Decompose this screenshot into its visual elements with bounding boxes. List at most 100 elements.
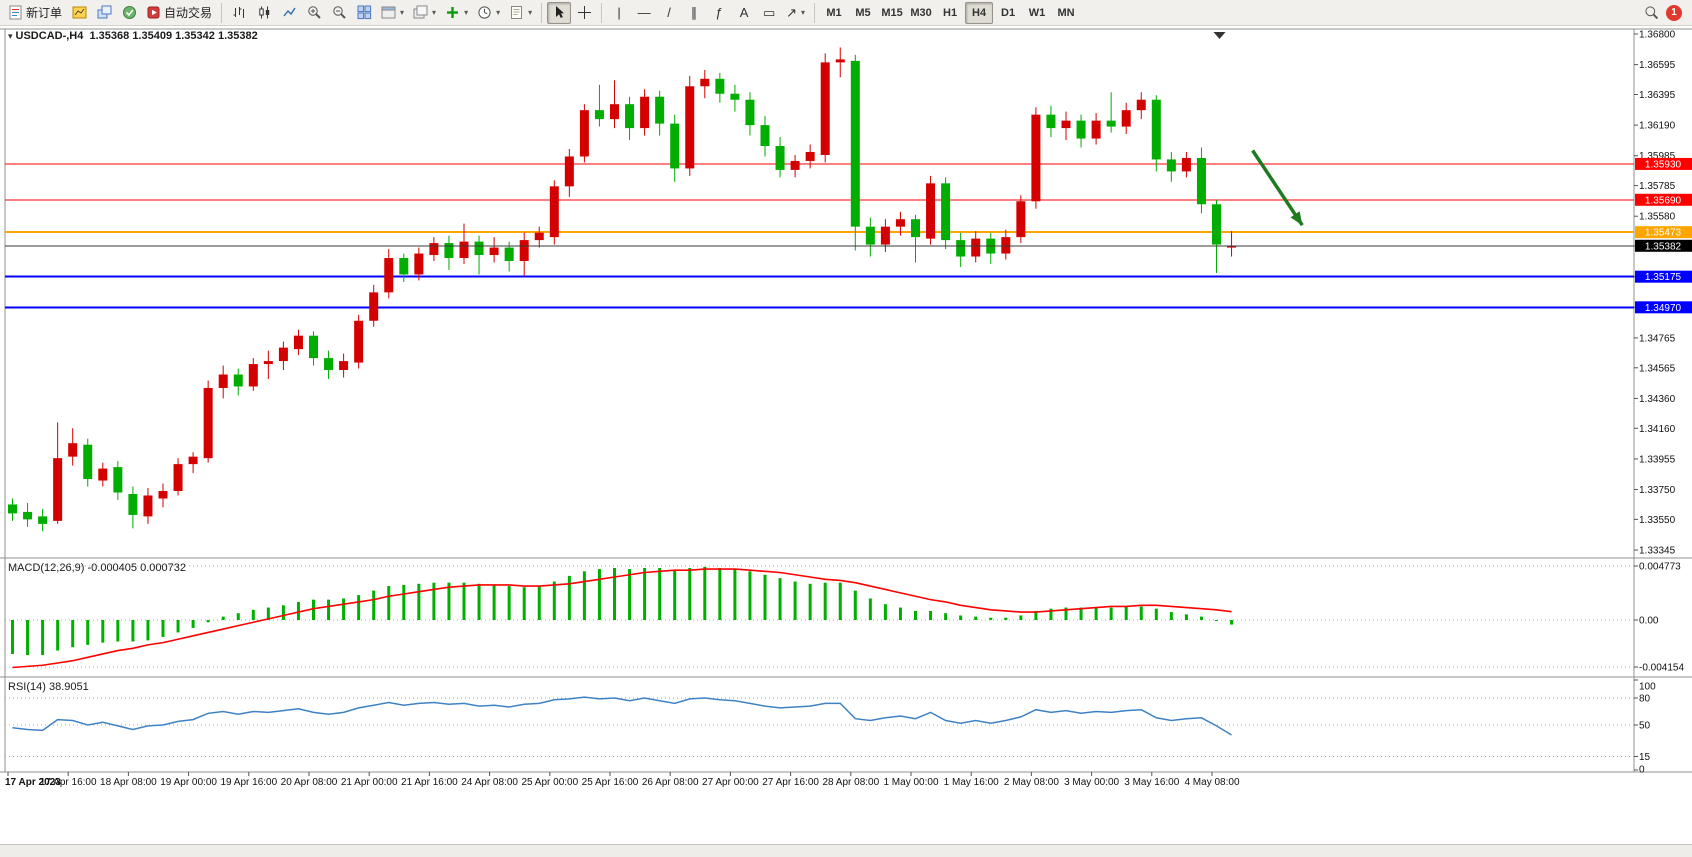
cursor-tool-button[interactable]	[547, 1, 572, 24]
zoom-in-button[interactable]	[302, 2, 326, 24]
svg-text:100: 100	[1639, 682, 1656, 693]
svg-text:1.36595: 1.36595	[1639, 60, 1676, 71]
periods-button[interactable]: ▾	[473, 2, 504, 24]
rsi-line	[12, 696, 1232, 736]
horizontal-line-icon: —	[637, 5, 651, 20]
line-chart-type-button[interactable]	[277, 2, 301, 24]
charts-button[interactable]	[67, 2, 91, 24]
new-order-button[interactable]: 新订单	[4, 2, 66, 24]
rsi-label: RSI(14)	[8, 681, 46, 693]
chart-window-icon	[72, 5, 87, 20]
svg-text:15: 15	[1639, 752, 1651, 763]
auto-trading-button[interactable]: 自动交易	[142, 2, 216, 24]
channel-tool-button[interactable]: ∥	[682, 2, 706, 24]
svg-text:3 May 16:00: 3 May 16:00	[1124, 777, 1179, 788]
chart-canvas[interactable]: 1.36800 1.36595 1.36395 1.36190 1.35985 1.357…	[0, 26, 1692, 791]
svg-text:27 Apr 00:00: 27 Apr 00:00	[702, 777, 759, 788]
crosshair-tool-button[interactable]	[572, 2, 596, 24]
timeframe-m15[interactable]: M15	[878, 2, 906, 24]
new-order-icon	[8, 5, 23, 20]
separator	[601, 2, 603, 23]
bar-chart-type-button[interactable]	[227, 2, 251, 24]
svg-text:3 May 00:00: 3 May 00:00	[1064, 777, 1119, 788]
horizontal-line-tool-button[interactable]: —	[632, 2, 656, 24]
cascade-windows-button[interactable]: ▾	[409, 2, 440, 24]
svg-text:21 Apr 16:00: 21 Apr 16:00	[401, 777, 458, 788]
svg-text:24 Apr 08:00: 24 Apr 08:00	[461, 777, 518, 788]
svg-text:1.35580: 1.35580	[1639, 212, 1676, 223]
chart-shift-marker	[1213, 32, 1226, 39]
template-icon	[509, 5, 524, 20]
label-tool-icon: ▭	[762, 5, 776, 20]
timeframe-h1[interactable]: H1	[936, 2, 964, 24]
level-lines[interactable]	[5, 163, 1634, 309]
trendline-icon: /	[667, 5, 671, 20]
text-tool-button[interactable]: A	[732, 2, 756, 24]
search-button[interactable]	[1639, 2, 1663, 24]
svg-text:27 Apr 16:00: 27 Apr 16:00	[762, 777, 819, 788]
market-watch-button[interactable]	[117, 2, 141, 24]
channel-icon: ∥	[690, 5, 698, 20]
line-chart-icon	[282, 5, 297, 20]
trendline-tool-button[interactable]: /	[657, 2, 681, 24]
svg-text:1 May 00:00: 1 May 00:00	[883, 777, 938, 788]
tile-windows-button[interactable]	[352, 2, 376, 24]
zoom-out-button[interactable]	[327, 2, 351, 24]
timeframe-mn[interactable]: MN	[1052, 2, 1080, 24]
collapse-icon: ▾	[8, 31, 13, 41]
notification-badge[interactable]: 1	[1666, 4, 1682, 21]
chart-region: 1.36800 1.36595 1.36395 1.36190 1.35985 1.357…	[0, 26, 1692, 791]
crosshair-icon	[577, 5, 592, 20]
macd-histogram	[11, 566, 1234, 656]
vertical-line-tool-button[interactable]: |	[607, 2, 631, 24]
vertical-line-icon: |	[617, 5, 621, 20]
timeframe-h4[interactable]: H4	[965, 1, 994, 24]
candlesticks	[8, 47, 1237, 532]
ohlc-bars-icon	[232, 5, 247, 20]
dropdown-arrow-icon: ▾	[400, 8, 405, 17]
chart-ohlc-values: 1.35368 1.35409 1.35342 1.35382	[89, 30, 258, 42]
timeframe-m30[interactable]: M30	[907, 2, 935, 24]
dropdown-arrow-icon: ▾	[432, 8, 437, 17]
fibonacci-tool-button[interactable]: ƒ	[707, 2, 731, 24]
timeframe-m5[interactable]: M5	[849, 2, 877, 24]
svg-text:28 Apr 08:00: 28 Apr 08:00	[822, 777, 879, 788]
label-tool-button[interactable]: ▭	[757, 2, 781, 24]
svg-text:1.35985: 1.35985	[1639, 151, 1676, 162]
svg-text:1.34160: 1.34160	[1639, 424, 1676, 435]
svg-text:1.33955: 1.33955	[1639, 454, 1676, 465]
svg-text:19 Apr 16:00: 19 Apr 16:00	[220, 777, 277, 788]
svg-text:1.36190: 1.36190	[1639, 121, 1676, 132]
chart-title: ▾ USDCAD-,H4 1.35368 1.35409 1.35342 1.35…	[8, 30, 258, 42]
svg-text:1.35382: 1.35382	[1645, 241, 1682, 252]
arrange-windows-button[interactable]: ▾	[377, 2, 408, 24]
search-icon	[1644, 5, 1659, 20]
svg-text:25 Apr 00:00: 25 Apr 00:00	[521, 777, 578, 788]
svg-text:1.33550: 1.33550	[1639, 515, 1676, 526]
svg-text:0.00: 0.00	[1639, 616, 1659, 627]
separator	[814, 2, 816, 23]
candlestick-chart-type-button[interactable]	[252, 2, 276, 24]
svg-text:4 May 08:00: 4 May 08:00	[1184, 777, 1239, 788]
svg-text:1.36395: 1.36395	[1639, 90, 1676, 101]
separator	[221, 2, 223, 23]
timeframe-m1[interactable]: M1	[820, 2, 848, 24]
trend-arrow-annotation[interactable]	[1251, 149, 1304, 227]
price-axis[interactable]: 1.36800 1.36595 1.36395 1.36190 1.35985 1.357…	[1634, 30, 1676, 557]
arrows-tool-button[interactable]: ↗ ▾	[782, 2, 809, 24]
svg-text:1.34565: 1.34565	[1639, 363, 1676, 374]
timeframe-d1[interactable]: D1	[994, 2, 1022, 24]
price-label-boxes: 1.35930 1.35690 1.35473 1.35175 1.34970 1.353…	[1635, 157, 1692, 314]
profiles-button[interactable]	[92, 2, 116, 24]
timeframe-w1[interactable]: W1	[1023, 2, 1051, 24]
svg-text:1 May 16:00: 1 May 16:00	[944, 777, 999, 788]
macd-indicator-title: MACD(12,26,9) -0.000405 0.000732	[8, 562, 186, 574]
svg-text:1.35930: 1.35930	[1645, 159, 1682, 170]
templates-button[interactable]: ▾	[505, 2, 536, 24]
indicators-button[interactable]: ▾	[441, 2, 472, 24]
svg-text:-0.004154: -0.004154	[1639, 662, 1684, 673]
svg-text:1.36800: 1.36800	[1639, 30, 1676, 41]
svg-text:17 Apr 16:00: 17 Apr 16:00	[40, 777, 97, 788]
